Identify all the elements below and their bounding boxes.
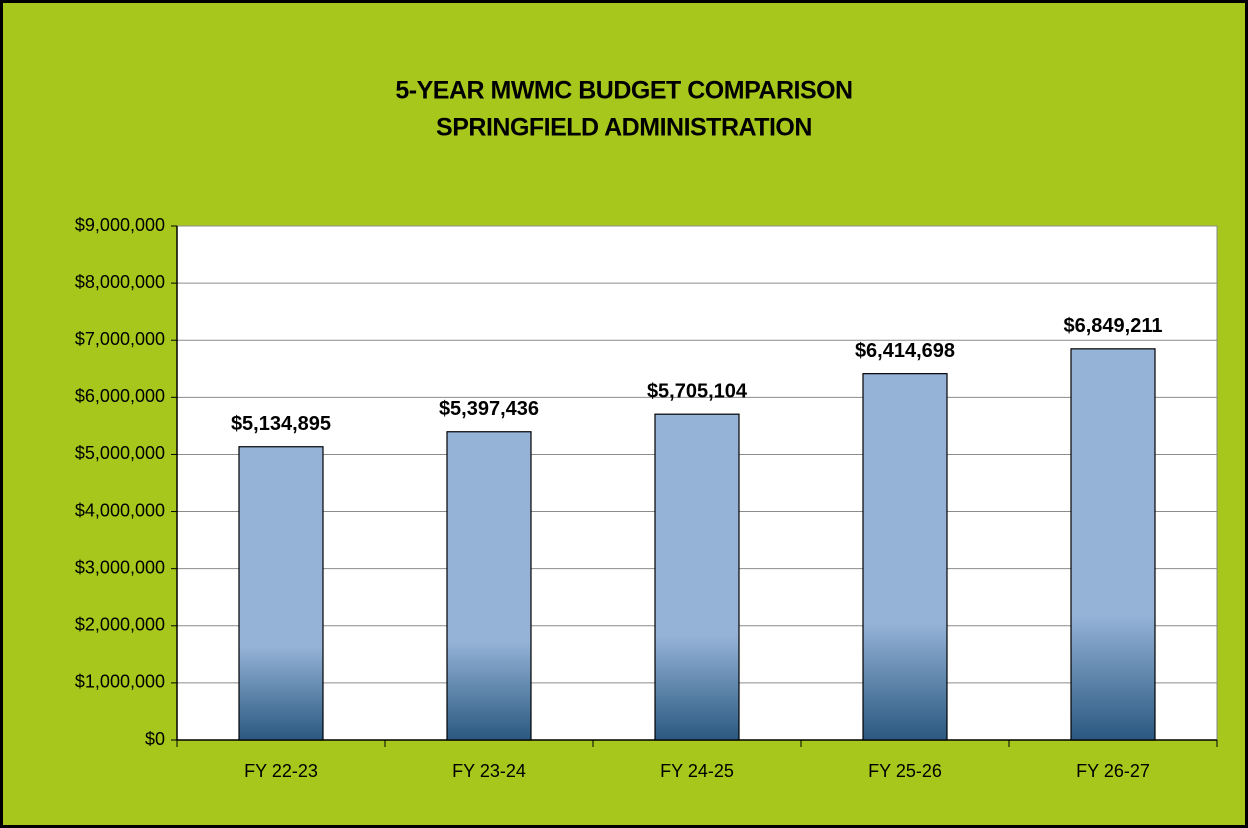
chart-title: 5-YEAR MWMC BUDGET COMPARISON	[395, 77, 852, 105]
y-tick-label: $9,000,000	[75, 215, 165, 235]
bar	[446, 431, 532, 741]
x-tick-label: FY 22-23	[244, 761, 318, 781]
data-label: $6,414,698	[855, 340, 955, 362]
bar	[238, 446, 324, 741]
y-tick-label: $8,000,000	[75, 272, 165, 292]
chart-subtitle: SPRINGFIELD ADMINISTRATION	[436, 114, 812, 142]
bar	[1070, 348, 1156, 741]
data-label: $5,705,104	[647, 380, 748, 402]
bar	[654, 413, 740, 741]
y-tick-label: $6,000,000	[75, 386, 165, 406]
data-label: $5,397,436	[439, 398, 539, 420]
x-tick-label: FY 24-25	[660, 761, 734, 781]
x-tick-label: FY 25-26	[868, 761, 942, 781]
y-tick-label: $1,000,000	[75, 672, 165, 692]
data-label: $5,134,895	[231, 413, 331, 435]
y-tick-label: $3,000,000	[75, 557, 165, 577]
bar	[862, 373, 948, 741]
y-tick-label: $2,000,000	[75, 615, 165, 635]
data-label: $6,849,211	[1064, 315, 1163, 337]
y-tick-label: $0	[145, 729, 165, 749]
y-tick-label: $7,000,000	[75, 329, 165, 349]
x-tick-label: FY 26-27	[1076, 761, 1150, 781]
x-tick-label: FY 23-24	[452, 761, 526, 781]
y-tick-label: $5,000,000	[75, 443, 165, 463]
y-tick-label: $4,000,000	[75, 500, 165, 520]
